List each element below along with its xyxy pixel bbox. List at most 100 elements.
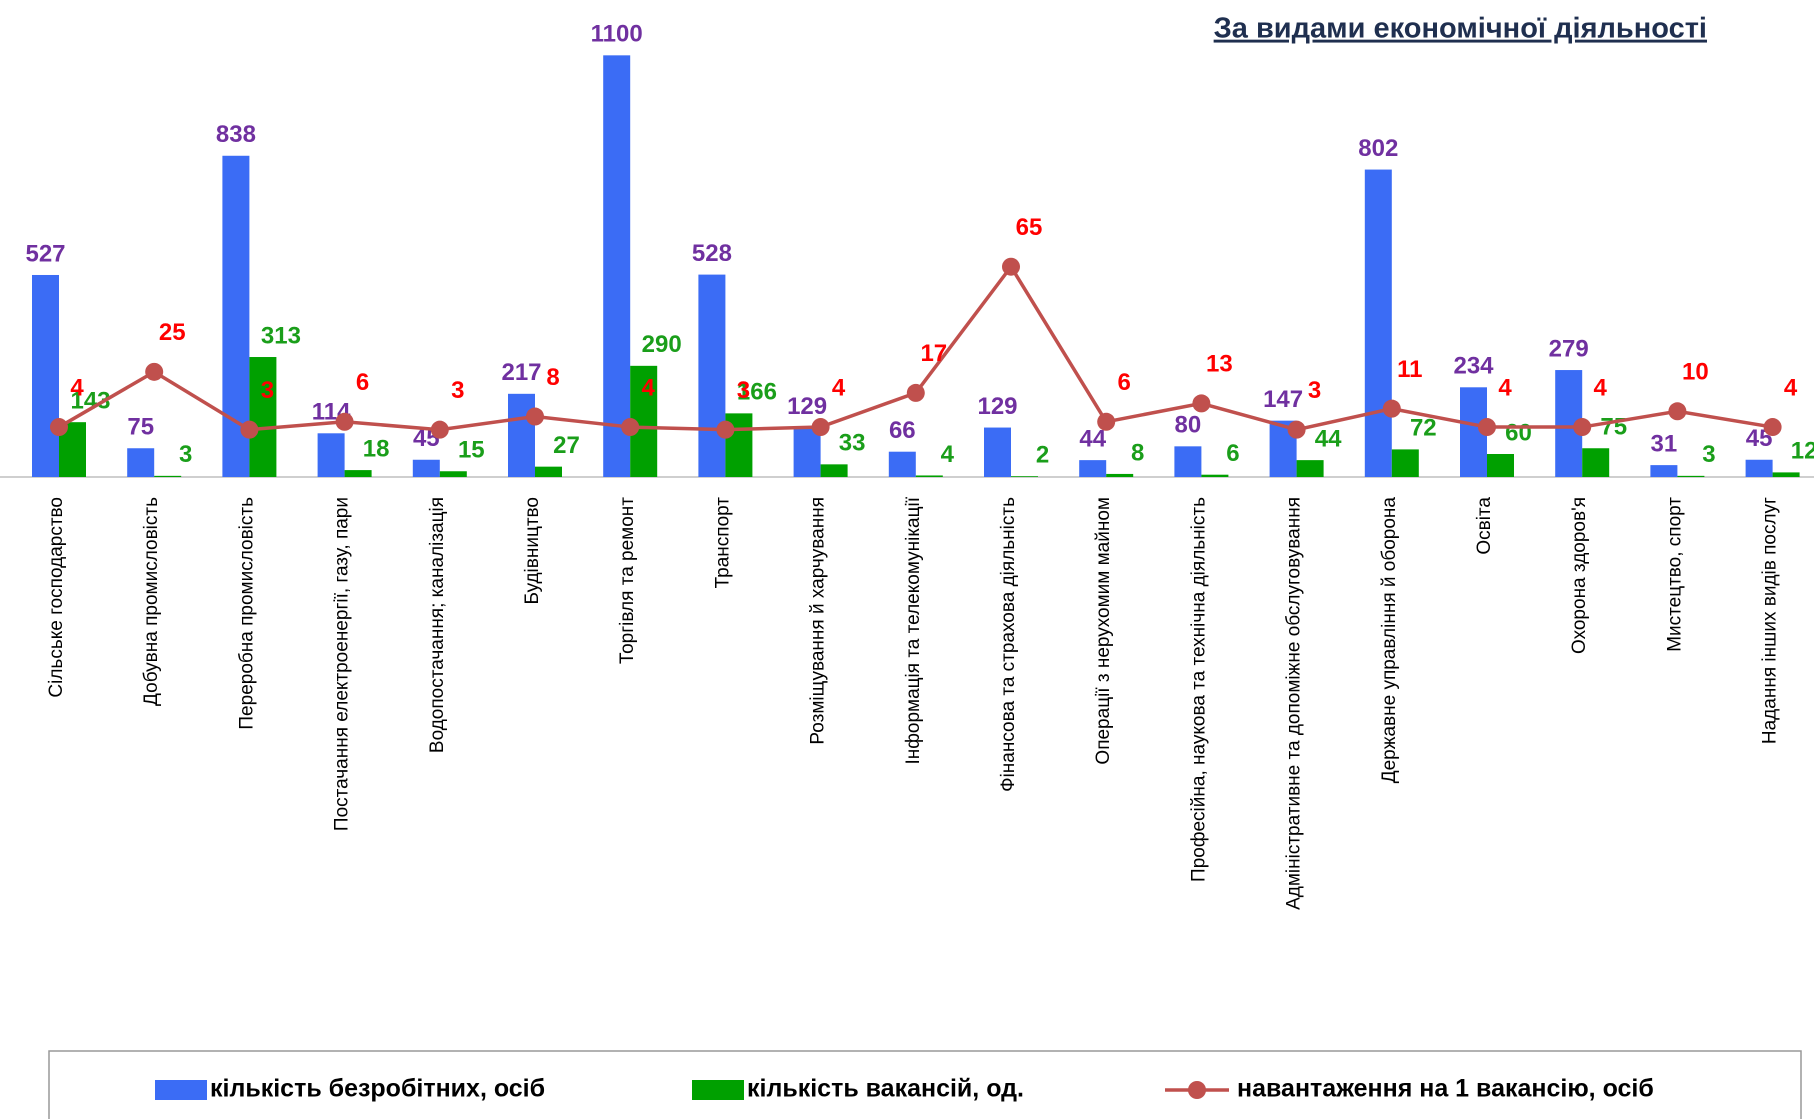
x-tick-label: Будівництво: [522, 497, 543, 604]
data-label: 4: [70, 374, 84, 401]
line-marker: [621, 418, 640, 437]
line-marker: [145, 362, 164, 381]
line-marker: [1287, 420, 1306, 439]
x-tick-label: Мистецтво, спорт: [1664, 497, 1685, 652]
bar: [603, 55, 631, 477]
data-label: 6: [1226, 440, 1239, 467]
bar: [317, 433, 345, 477]
data-label: 44: [1079, 425, 1106, 452]
x-tick-label: Розміщування й харчування: [808, 497, 829, 745]
data-label: 528: [692, 240, 732, 267]
x-tick-label: Сільське господарство: [46, 497, 67, 698]
line-marker: [906, 383, 925, 402]
data-label: 4: [1498, 374, 1512, 401]
bar: [888, 451, 916, 477]
data-label: 838: [216, 121, 256, 148]
data-label: 8: [546, 364, 559, 391]
data-label: 25: [159, 319, 186, 346]
data-label: 290: [642, 331, 682, 358]
bar: [984, 427, 1011, 477]
data-label: 802: [1358, 135, 1398, 162]
data-label: 65: [1016, 214, 1043, 241]
bar: [793, 427, 821, 477]
data-label: 6: [356, 369, 369, 396]
x-tick-label: Надання інших видів послуг: [1760, 497, 1781, 744]
data-label: 3: [737, 377, 750, 404]
legend-swatch: [692, 1080, 744, 1100]
data-label: 75: [127, 414, 154, 441]
data-label: 4: [642, 374, 656, 401]
data-label: 8: [1131, 439, 1144, 466]
data-label: 18: [363, 435, 390, 462]
legend-swatch: [155, 1080, 207, 1100]
data-label: 2: [1036, 442, 1049, 469]
legend-label: кількість вакансій, од.: [747, 1075, 1024, 1103]
legend-swatch-marker: [1188, 1081, 1206, 1099]
data-label: 12: [1791, 438, 1814, 465]
bar: [820, 464, 848, 477]
x-tick-label: Адміністративне та допоміжне обслуговува…: [1284, 497, 1305, 910]
data-label: 234: [1453, 353, 1494, 380]
bar: [1582, 448, 1610, 477]
data-label: 11: [1397, 356, 1422, 383]
line-marker: [716, 420, 735, 439]
bar: [249, 357, 277, 477]
bar: [1106, 473, 1134, 477]
data-label: 313: [261, 322, 301, 349]
line-marker: [526, 407, 544, 426]
data-label: 129: [787, 393, 827, 420]
data-label: 3: [261, 377, 274, 404]
data-label: 3: [1702, 441, 1715, 468]
data-label: 129: [977, 393, 1017, 420]
data-label: 27: [553, 432, 580, 459]
bar: [698, 274, 726, 477]
bar: [1079, 460, 1107, 477]
data-label: 217: [501, 359, 541, 386]
x-tick-label: Транспорт: [712, 497, 733, 589]
x-tick-label: Інформація та телекомунікації: [903, 496, 924, 764]
bar: [1364, 169, 1392, 478]
data-label: 1100: [591, 21, 643, 48]
bar: [1011, 476, 1038, 477]
x-tick-label: Операції з нерухомим майном: [1093, 497, 1114, 765]
bar: [1650, 465, 1678, 477]
x-tick-label: Професійна, наукова та технічна діяльніс…: [1188, 497, 1209, 882]
bar: [1772, 472, 1800, 477]
data-label: 72: [1410, 415, 1437, 442]
data-label: 279: [1549, 335, 1589, 362]
chart-title: За видами економічної діяльності: [1214, 13, 1707, 45]
line-marker: [240, 420, 259, 439]
x-tick-label: Освіта: [1474, 497, 1495, 555]
data-label: 4: [941, 441, 955, 468]
line-marker: [1002, 257, 1020, 276]
data-label: 6: [1118, 369, 1131, 396]
data-label: 4: [1784, 374, 1798, 401]
bar: [127, 448, 155, 477]
data-label: 166: [737, 379, 777, 406]
bar: [1487, 454, 1514, 477]
line-marker: [335, 412, 354, 431]
legend-box: [48, 1050, 1802, 1119]
x-tick-label: Добувна промисловість: [141, 497, 162, 706]
data-label: 13: [1206, 351, 1233, 378]
line-marker: [50, 418, 68, 437]
data-label: 527: [25, 240, 65, 267]
bar: [1296, 460, 1324, 477]
line-marker: [1382, 399, 1401, 418]
bar: [1391, 449, 1419, 477]
x-tick-label: Фінансова та страхова діяльність: [998, 497, 1019, 792]
data-label: 17: [920, 340, 947, 367]
data-label: 3: [1308, 377, 1321, 404]
bar: [154, 475, 182, 477]
line-marker: [1478, 418, 1496, 437]
x-tick-label: Торгівля та ремонт: [617, 497, 638, 664]
line-marker: [1573, 418, 1592, 437]
data-label: 147: [1263, 386, 1303, 413]
bar: [32, 274, 59, 477]
data-label: 33: [839, 430, 866, 457]
legend-label: кількість безробітних, осіб: [210, 1075, 545, 1103]
data-label: 3: [179, 441, 192, 468]
x-tick-label: Державне управління й оборона: [1379, 497, 1400, 784]
data-label: 80: [1175, 412, 1202, 439]
